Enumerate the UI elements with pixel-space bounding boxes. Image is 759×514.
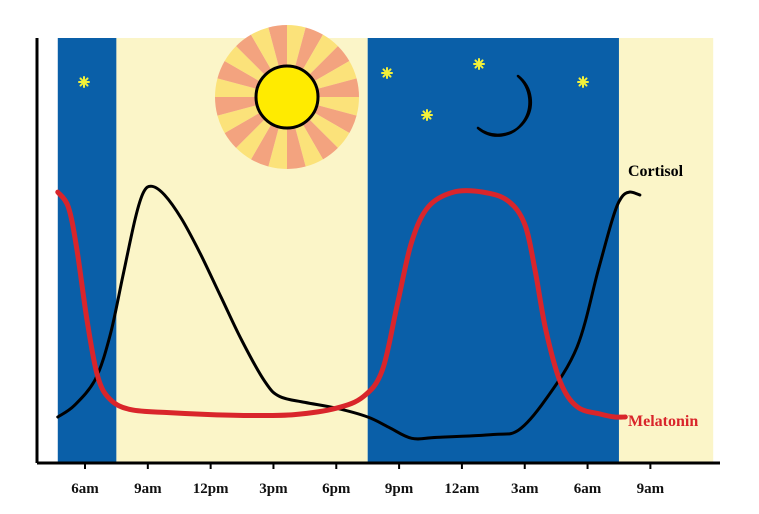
series-line-melatonin (55, 188, 628, 420)
star-ray (422, 110, 432, 120)
x-tick-label: 6pm (322, 481, 351, 497)
star-ray (79, 77, 89, 87)
decorations (78, 25, 589, 169)
star-icon (421, 109, 433, 121)
star-ray (474, 59, 484, 69)
x-tick-label: 12am (444, 481, 480, 497)
background-bands (57, 38, 714, 463)
x-tick-label: 6am (71, 481, 99, 497)
series-label-cortisol: Cortisol (628, 163, 684, 180)
sun-disc (254, 64, 320, 130)
x-tick-label: 9am (637, 481, 665, 497)
series-line-cortisol (56, 184, 642, 441)
series-label-melatonin: Melatonin (628, 413, 698, 430)
x-tick-label: 6am (574, 481, 602, 497)
x-tick-label: 3am (511, 481, 539, 497)
star-icon (473, 58, 485, 70)
x-tick-label: 12pm (193, 481, 229, 497)
x-ticks: 6am 9am 12pm 3pm 6pm 9pm 12am 3am 6am 9am (71, 463, 665, 497)
axes (35, 38, 720, 465)
x-tick-label: 9pm (385, 481, 414, 497)
moon-icon (476, 74, 532, 137)
star-icon (577, 76, 589, 88)
band-day (618, 38, 714, 463)
star-icon (78, 76, 90, 88)
series-lines (55, 184, 642, 441)
sun-icon (215, 25, 360, 169)
star-ray (578, 77, 588, 87)
band-night (367, 38, 619, 463)
star-ray (382, 68, 392, 78)
x-tick-label: 3pm (259, 481, 288, 497)
star-icon (381, 67, 393, 79)
x-tick-label: 9am (134, 481, 162, 497)
